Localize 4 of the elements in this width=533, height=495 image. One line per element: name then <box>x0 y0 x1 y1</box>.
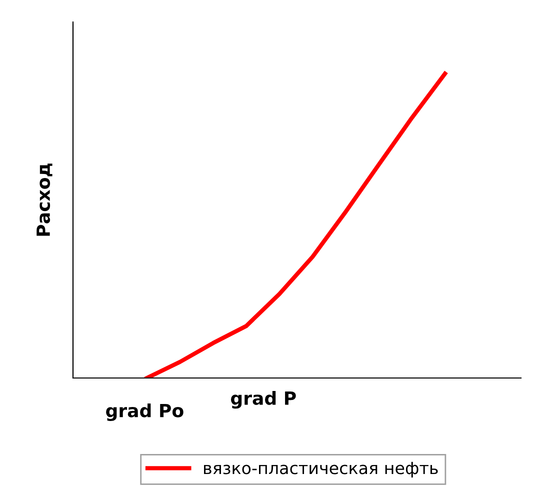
y-axis-title: Расход <box>36 164 52 236</box>
x-axis-title: grad P <box>230 390 296 409</box>
legend-label: вязко-пластическая нефть <box>204 462 438 478</box>
text: grad Po <box>106 403 184 422</box>
